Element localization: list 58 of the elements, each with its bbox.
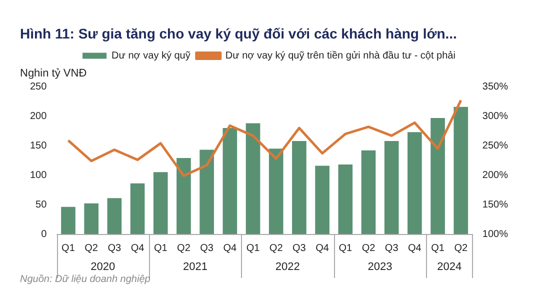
text: Nguồn: Dữ liệu doanh nghiệp	[20, 274, 151, 285]
x-tick-label: Q1	[431, 242, 445, 254]
x-tick-label: Q3	[384, 242, 399, 254]
x-tick-label: Q4	[408, 242, 422, 254]
x-tick-label: Q2	[84, 242, 98, 254]
bar	[107, 198, 122, 234]
bar	[384, 140, 399, 234]
text: 2024	[437, 261, 462, 274]
bar	[408, 132, 422, 234]
x-tick-label: Q3	[200, 242, 214, 254]
x-tick-label: Q3	[292, 242, 306, 254]
y2-tick-label: 350%	[482, 82, 508, 93]
x-tick-label: Q2	[269, 242, 284, 254]
bar	[84, 203, 98, 234]
x-tick-label: Q2	[362, 242, 376, 254]
x-tick-label: Q1	[154, 242, 168, 254]
x-tick-label: Q1	[338, 242, 352, 254]
y-axis-title: Nghin tỷ VNĐ	[20, 67, 87, 80]
bar	[153, 172, 168, 234]
bar	[222, 128, 238, 234]
legend-label: Dư nợ vay ký quỹ	[112, 50, 190, 62]
text: 2023	[368, 261, 392, 274]
x-tick-label: Q1	[246, 242, 260, 254]
bar	[268, 148, 284, 234]
text: 2021	[183, 261, 208, 274]
bar	[130, 183, 145, 234]
x-tick-label: Q1	[62, 242, 76, 254]
bar	[176, 158, 191, 234]
text: 2022	[275, 261, 300, 274]
bar	[361, 150, 376, 234]
x-tick-label: Q3	[108, 242, 122, 254]
y-tick-label: 250	[30, 82, 48, 93]
bar	[246, 123, 260, 234]
bar	[454, 106, 468, 234]
y2-tick-label: 300%	[482, 110, 508, 122]
y-tick-label: 50	[36, 199, 48, 210]
bar	[200, 150, 214, 234]
x-tick-label: Q4	[130, 242, 145, 254]
y2-tick-label: 250%	[482, 140, 508, 152]
x-tick-label: Q4	[316, 242, 330, 254]
text: 2020	[90, 261, 116, 274]
bar	[61, 206, 76, 234]
bar	[430, 118, 445, 234]
y-tick-label: 200	[30, 110, 48, 122]
x-tick-label: Q4	[223, 242, 238, 254]
y-tick-label: 150	[30, 140, 48, 152]
bar	[338, 164, 353, 234]
chart-title: Hình 11: Sư gia tăng cho vay ký quỹ đối với các khách hàng lớn...	[20, 25, 457, 42]
x-tick-label: Q2	[454, 242, 468, 254]
y2-tick-label: 150%	[482, 199, 508, 210]
y-tick-label: 100	[30, 170, 48, 181]
bar	[292, 140, 306, 234]
x-tick-label: Q2	[177, 242, 191, 254]
y2-tick-label: 100%	[482, 228, 508, 240]
legend-label: Dư nợ vay ký quỹ trên tiền gửi nhà đầu tư - cột phải	[225, 50, 456, 62]
bar	[315, 166, 330, 234]
y2-tick-label: 200%	[482, 170, 508, 181]
y-tick-label: 0	[41, 228, 48, 240]
